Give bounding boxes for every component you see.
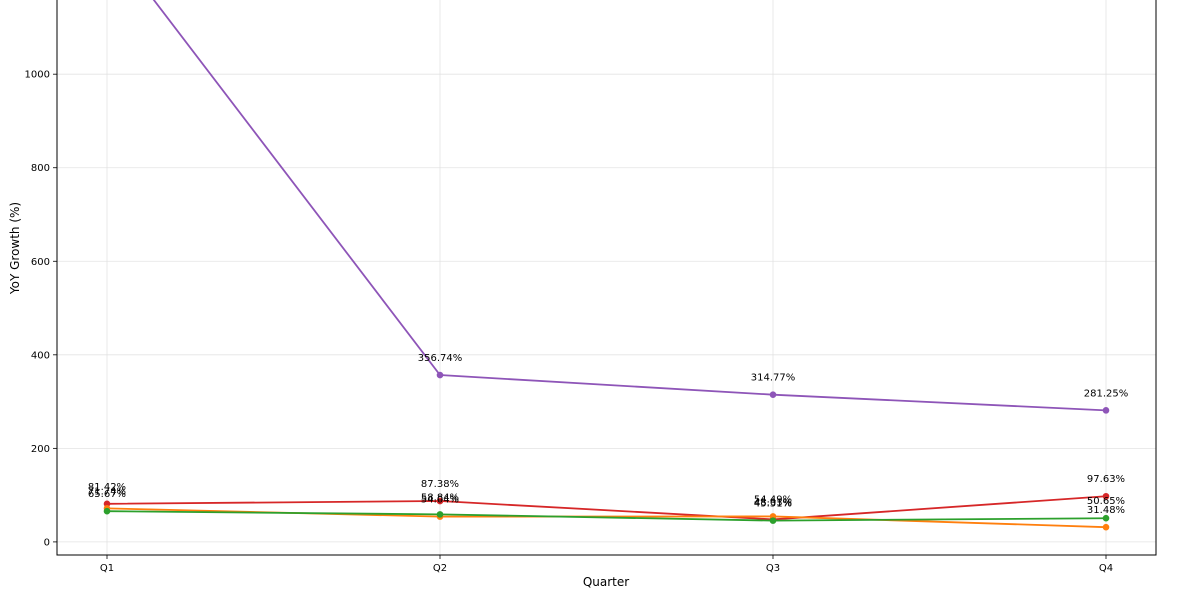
data-label: 48.03% xyxy=(754,497,792,508)
x-tick-label: Q3 xyxy=(766,563,780,574)
data-label: 281.25% xyxy=(1084,388,1129,399)
y-tick-label: 400 xyxy=(31,350,50,361)
y-tick-label: 600 xyxy=(31,257,50,268)
data-label: 54.04% xyxy=(421,495,459,506)
series-line-1 xyxy=(106,495,1107,521)
data-point xyxy=(436,511,444,518)
data-point xyxy=(1102,492,1110,500)
data-label: 50.65% xyxy=(1087,496,1125,507)
x-axis-title: Quarter xyxy=(583,575,629,589)
data-point xyxy=(103,507,111,515)
data-point xyxy=(1102,407,1110,414)
grid xyxy=(57,0,1156,555)
x-tick-label: Q2 xyxy=(433,563,447,574)
data-label: 31.48% xyxy=(1087,505,1125,516)
data-label: 65.67% xyxy=(88,489,126,500)
y-tick-label: 800 xyxy=(31,163,50,174)
data-labels: 356.74% 314.77% 281.25% 81.42% 87.38% 48.03% 9… xyxy=(88,353,1128,516)
data-point xyxy=(436,371,444,379)
data-label: 81.42% xyxy=(88,482,126,493)
data-label: 87.38% xyxy=(421,479,459,490)
data-label: 314.77% xyxy=(751,373,796,384)
data-label: 356.74% xyxy=(418,353,463,364)
data-label: 71.74% xyxy=(88,486,126,497)
data-label: 97.63% xyxy=(1087,474,1125,485)
series-lines xyxy=(103,0,1110,531)
y-tick-label: 200 xyxy=(31,444,50,455)
data-point xyxy=(1102,523,1110,531)
data-point xyxy=(436,497,444,505)
x-axis-ticks: Q1 Q2 Q3 Q4 xyxy=(100,555,1113,574)
data-point xyxy=(769,391,777,398)
plot-frame xyxy=(56,0,1157,556)
data-point xyxy=(103,500,111,508)
data-point xyxy=(1102,514,1110,522)
series-line-0 xyxy=(152,0,1107,412)
x-tick-label: Q4 xyxy=(1099,563,1113,574)
data-label: 58.84% xyxy=(421,492,459,503)
x-tick-label: Q1 xyxy=(100,563,114,574)
data-label: 45.51% xyxy=(754,499,792,510)
series-line-3 xyxy=(106,510,1107,522)
y-axis-title: YoY Growth (%) xyxy=(8,202,22,295)
y-tick-label: 1000 xyxy=(25,70,50,81)
data-point xyxy=(769,517,777,524)
data-label: 54.49% xyxy=(754,494,792,505)
y-axis-ticks: 0 200 400 600 800 1000 xyxy=(25,70,57,548)
y-tick-label: 0 xyxy=(44,537,50,548)
